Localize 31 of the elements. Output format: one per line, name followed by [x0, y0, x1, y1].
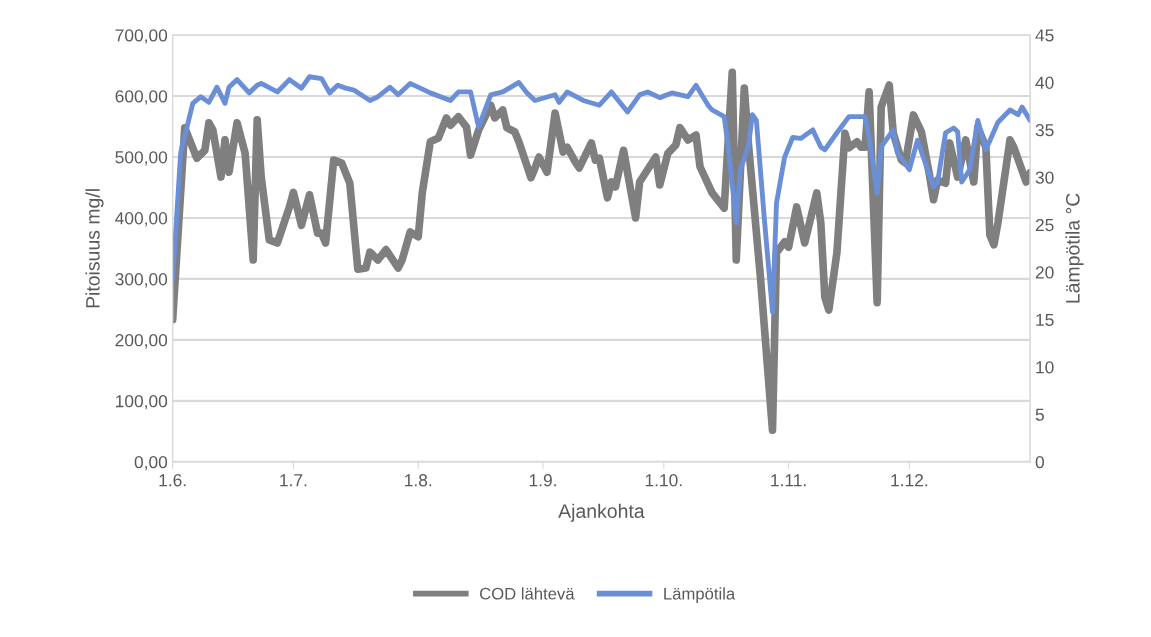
- y2-axis-title: Lämpötila °C: [1065, 193, 1084, 303]
- x-tick-label: 1.10.: [645, 474, 682, 487]
- y-tick-label: 600,00: [115, 90, 168, 105]
- x-tick-label: 1.12.: [891, 474, 928, 487]
- y2-tick-label: 40: [1035, 76, 1054, 89]
- y2-tick-label: 0: [1035, 455, 1044, 469]
- y-tick-label: 200,00: [115, 334, 168, 349]
- line-series: [172, 74, 1031, 315]
- x-tick-label: 1.11.: [771, 474, 806, 487]
- y-tick-label: 400,00: [115, 212, 168, 227]
- y-axis-title: Pitoisuus mg/l: [85, 189, 104, 308]
- y2-tick-label: 35: [1035, 124, 1054, 137]
- legend-label: COD lähtevä: [480, 587, 575, 600]
- y2-tick-label: 45: [1035, 29, 1054, 42]
- x-tick-label: 1.7.: [280, 474, 307, 487]
- y2-tick-label: 30: [1035, 171, 1054, 184]
- legend-label: Lämpötila: [664, 587, 736, 603]
- y-tick-label: 700,00: [115, 29, 168, 44]
- y2-tick-label: 25: [1035, 218, 1054, 232]
- x-tick-label: 1.6.: [159, 474, 186, 487]
- y-tick-label: 500,00: [115, 151, 168, 166]
- y-tick-label: 0,00: [134, 455, 168, 471]
- y2-tick-label: 10: [1036, 361, 1054, 374]
- y2-tick-label: 5: [1035, 408, 1044, 421]
- y2-tick-label: 20: [1035, 266, 1054, 279]
- y2-tick-label: 15: [1036, 313, 1054, 327]
- x-tick-label: 1.9.: [529, 474, 556, 487]
- y-tick-label: 100,00: [116, 395, 168, 410]
- y-tick-label: 300,00: [115, 273, 168, 288]
- x-tick-label: 1.8.: [405, 474, 432, 487]
- x-axis-title: Ajankohta: [558, 503, 645, 522]
